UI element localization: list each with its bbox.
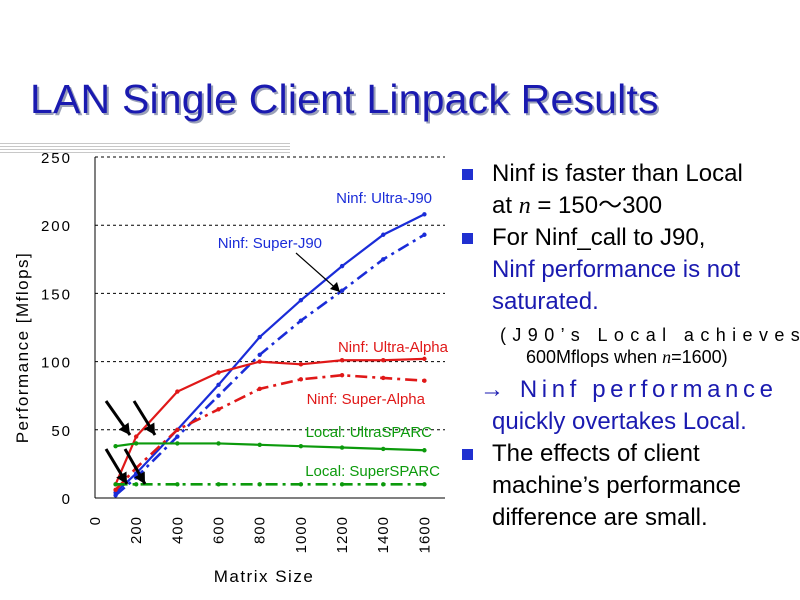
crossover-arrow-head (144, 422, 155, 435)
crossover-arrow-head (116, 471, 127, 484)
series-label: Local: SuperSPARC (305, 463, 440, 480)
data-point (422, 448, 427, 453)
data-point (422, 232, 427, 237)
data-point (113, 482, 118, 487)
bullet-2-line-1: For Ninf_call to J90, (492, 224, 706, 251)
x-tick-label: 200 (128, 516, 145, 544)
data-point (216, 393, 221, 398)
data-point (257, 442, 262, 448)
x-tick-label: 800 (252, 516, 269, 544)
series-line (114, 233, 426, 497)
data-point (298, 377, 304, 382)
x-tick-label: 600 (211, 516, 228, 544)
bullet-2-line-3: saturated. (492, 288, 599, 315)
data-point (381, 375, 386, 381)
bullet-square-icon (462, 233, 473, 244)
data-point (257, 359, 262, 364)
data-point (257, 352, 262, 357)
y-tick-label: 150 (41, 286, 72, 303)
data-point (133, 441, 139, 446)
crossover-arrow-head (134, 471, 145, 484)
data-point (381, 257, 386, 262)
x-tick-label: 1600 (416, 516, 433, 553)
data-point (339, 373, 345, 378)
data-point (113, 443, 118, 449)
data-point (422, 356, 427, 362)
data-point (133, 482, 139, 487)
data-point (339, 263, 345, 269)
data-point (257, 334, 262, 340)
y-tick-label: 250 (41, 150, 72, 167)
data-point (298, 443, 304, 449)
y-tick-label: 50 (51, 423, 72, 440)
data-point (216, 482, 221, 487)
data-point (381, 358, 386, 363)
bullet-1-line-2: at n = 150～300 (492, 192, 663, 219)
data-point (216, 407, 221, 412)
annotation-pointer-head (330, 282, 340, 292)
data-point (339, 445, 345, 450)
data-point (381, 232, 386, 237)
j90-local-note: (J90’s Local achieves 600Mflops when n=1… (500, 325, 800, 367)
data-point (175, 441, 180, 446)
series-label: Ninf: Super-Alpha (307, 391, 426, 408)
series-label: Ninf: Super-J90 (218, 235, 322, 252)
crossover-arrow-head (118, 422, 130, 435)
bullet-item: The effects of client machine’s performa… (462, 438, 798, 534)
data-point (216, 382, 221, 387)
x-tick-label: 1000 (293, 516, 310, 553)
series-label: Local: UltraSPARC (306, 424, 433, 441)
y-axis-title: Performance [Mflops] (13, 252, 32, 444)
data-point (216, 441, 221, 446)
title-decoration (0, 143, 290, 153)
series-label: Ninf: Ultra-Alpha (338, 339, 449, 356)
data-point (381, 482, 386, 487)
data-point (113, 493, 118, 498)
x-axis-title: Matrix Size (214, 567, 315, 586)
y-tick-label: 200 (41, 218, 72, 235)
data-point (381, 446, 386, 452)
y-tick-label: 0 (62, 491, 72, 508)
slide-title: LAN Single Client Linpack Results (30, 76, 659, 122)
x-tick-label: 1400 (375, 516, 392, 553)
bullet-1-line-1: Ninf is faster than Local (492, 160, 743, 187)
series-label: Ninf: Ultra-J90 (336, 190, 432, 207)
data-point (175, 389, 180, 394)
x-tick-label: 0 (87, 516, 104, 525)
data-point (113, 487, 118, 493)
data-point (257, 482, 262, 487)
data-point (133, 434, 139, 439)
data-point (422, 378, 427, 383)
data-point (422, 212, 427, 217)
overtake-statement: → Ninf performance quickly overtakes Loc… (480, 376, 778, 435)
bullet-square-icon (462, 449, 473, 460)
data-point (298, 318, 304, 323)
linpack-line-chart: 0 50 100 150 200 250 0 200 400 600 800 1000 1200 1400… (13, 150, 449, 586)
bullet-2-line-2: Ninf performance is not (492, 256, 741, 283)
data-point (257, 386, 262, 392)
data-point (298, 362, 304, 367)
bullet-item: Ninf is faster than Local at n = 150～300 (462, 158, 798, 222)
data-point (298, 298, 304, 303)
data-point (339, 358, 345, 363)
y-tick-label: 100 (41, 355, 72, 372)
data-point (422, 482, 427, 487)
data-point (298, 482, 304, 487)
data-point (175, 482, 180, 487)
data-point (175, 427, 180, 432)
data-point (175, 434, 180, 439)
bullet-list: Ninf is faster than Local at n = 150～300… (462, 158, 800, 534)
data-point (339, 288, 345, 293)
annotation-pointer (295, 252, 341, 293)
data-point (216, 370, 221, 375)
data-point (339, 482, 345, 487)
bullet-item: For Ninf_call to J90, Ninf performance i… (462, 222, 798, 318)
x-tick-label: 1200 (334, 516, 351, 553)
x-tick-label: 400 (169, 516, 186, 544)
bullet-square-icon (462, 169, 473, 180)
